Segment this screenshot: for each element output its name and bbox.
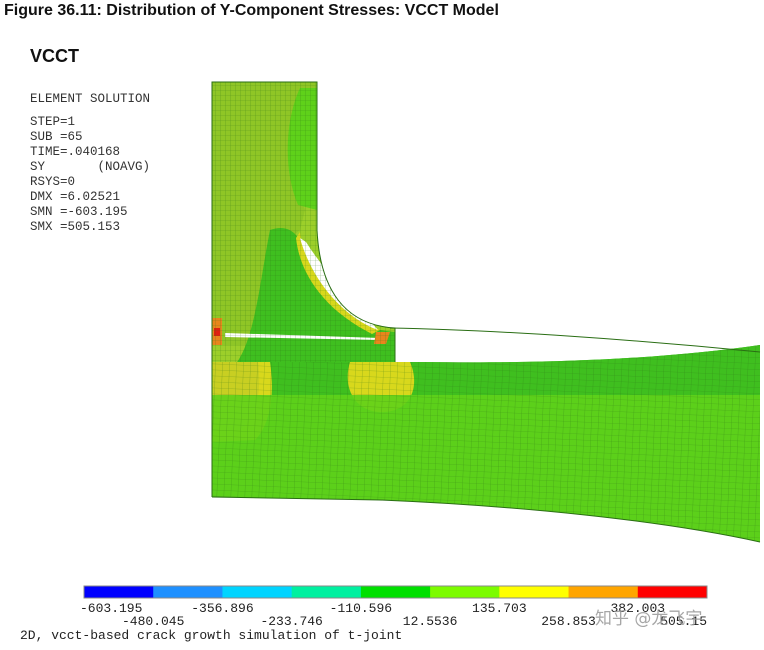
legend-color-band [499,586,570,598]
info-line: RSYS=0 [30,175,76,189]
legend-tick-label: 382.003 [610,601,665,616]
info-line: DMX =6.02521 [30,190,121,204]
legend-color-band [84,586,154,598]
figure-title: Figure 36.11: Distribution of Y-Componen… [4,2,499,19]
legend-frame [83,585,708,599]
element-solution-info: ELEMENT SOLUTION STEP=1 SUB =65 TIME=.04… [30,92,150,235]
legend-tick-label: -603.195 [80,601,142,616]
legend-tick-label: 505.15 [660,614,707,629]
info-line: ELEMENT SOLUTION [30,92,151,106]
legend-color-band [430,586,500,598]
legend-color-band [153,586,223,598]
legend-tick-label: -233.746 [260,614,322,629]
info-line: SY (NOAVG) [30,160,151,174]
legend-tick-label: 135.703 [472,601,527,616]
info-line: TIME=.040168 [30,145,121,159]
legend-color-band [360,586,431,598]
legend-color-band [291,586,362,598]
watermark: 知乎 @龙飞宇 [595,609,703,629]
plot-caption: 2D, vcct-based crack growth simulation o… [20,628,403,643]
legend-tick-label: 258.853 [541,614,596,629]
legend-tick-label: 12.5536 [403,614,458,629]
color-legend: -603.195-480.045 -356.896 -233.746 -110.596… [80,585,708,629]
legend-color-band [637,586,708,598]
info-line: STEP=1 [30,115,76,129]
model-title: VCCT [30,46,79,66]
legend-color-band [222,586,293,598]
info-line: SUB =65 [30,130,83,144]
legend-tick-label: -110.596 [330,601,392,616]
legend-color-band [568,586,639,598]
legend-tick-label: -356.896 [191,601,253,616]
info-line: SMN =-603.195 [30,205,128,219]
info-line: SMX =505.153 [30,220,121,234]
web-region [211,81,396,366]
legend-tick-label: -480.045 [122,614,184,629]
